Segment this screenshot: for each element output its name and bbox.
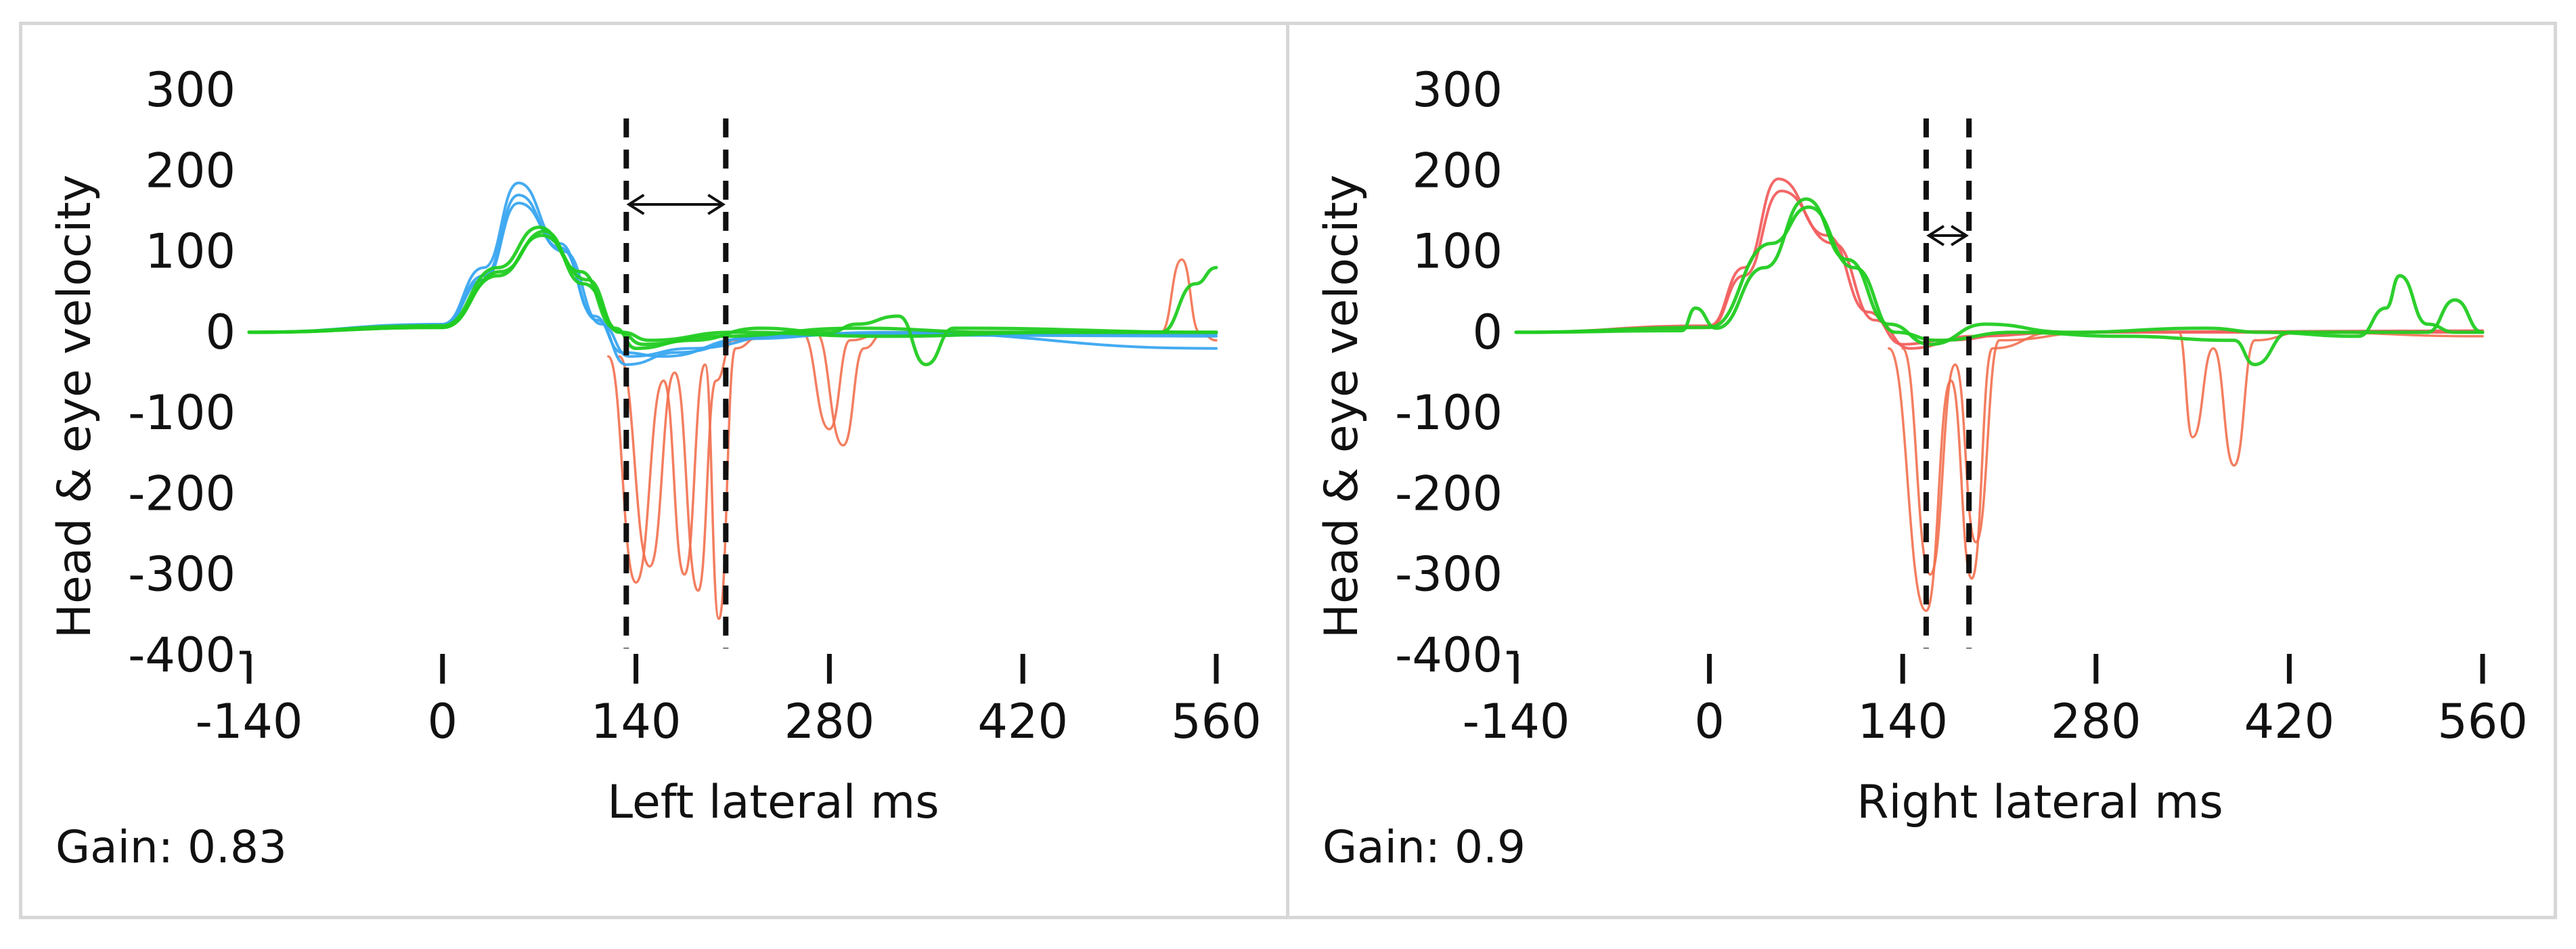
y-tick-label: 200 [1412, 143, 1503, 198]
right-lateral-panel [1286, 22, 2557, 919]
y-tick-label: -200 [128, 466, 236, 521]
x-tick-label: 140 [591, 694, 682, 749]
y-tick-label: 300 [1412, 62, 1503, 118]
x-tick-label: 140 [1857, 694, 1948, 749]
series-eye-trace [247, 229, 1218, 343]
y-tick-label: -300 [1395, 547, 1503, 602]
interval-arrow-head-left [626, 194, 645, 215]
y-tick-label: 200 [145, 143, 236, 198]
y-tick-label: 0 [205, 305, 236, 360]
x-tick-label: 560 [1171, 694, 1262, 749]
x-tick-label: -140 [1463, 694, 1570, 749]
y-axis-label: Head & eye velocity [1315, 175, 1369, 638]
y-tick-label: -100 [1395, 385, 1503, 441]
y-tick-label: 100 [1412, 224, 1503, 280]
y-axis-label: Head & eye velocity [48, 175, 102, 638]
x-axis-label: Left lateral ms [607, 776, 939, 829]
interval-arrow-head-left [1926, 225, 1945, 246]
x-tick-label: 280 [2051, 694, 2141, 749]
y-tick-label: -400 [128, 627, 236, 683]
x-tick-label: 0 [428, 694, 458, 749]
y-tick-label: 100 [145, 224, 236, 280]
y-tick-label: -300 [128, 547, 236, 602]
series-eye-trace [1514, 197, 2485, 347]
left-lateral-panel [19, 22, 1291, 919]
y-tick-label: 300 [145, 62, 236, 118]
y-tick-label: -100 [128, 385, 236, 441]
x-tick-label: -140 [196, 694, 303, 749]
series-saccade-trace [1888, 331, 2484, 613]
interval-arrow-head-right [707, 194, 726, 215]
gain-left-label: Gain: 0.83 [55, 821, 287, 873]
interval-arrow-head-right [1951, 225, 1969, 246]
y-tick-label: -400 [1395, 627, 1503, 683]
series-head-trace [1515, 177, 2484, 346]
series-head-trace [248, 194, 1218, 366]
series-eye-trace [1514, 205, 2485, 367]
x-tick-label: 0 [1694, 694, 1725, 749]
chart-1: 300 200 100 0 -100 -200 -300 -400 Head & eye vel… [1315, 62, 2528, 829]
series-saccade-trace [607, 258, 1218, 621]
x-tick-label: 420 [2244, 694, 2335, 749]
x-tick-label: 280 [784, 694, 875, 749]
series-saccade-trace [618, 331, 1218, 592]
x-tick-label: 420 [977, 694, 1068, 749]
gain-right-label: Gain: 0.9 [1323, 821, 1526, 873]
series-saccade-trace [1901, 331, 2484, 576]
y-tick-label: -200 [1395, 466, 1503, 521]
x-tick-label: 560 [2437, 694, 2528, 749]
chart-0: 300 200 100 0 -100 -200 -300 -400 Head & eye vel… [48, 62, 1262, 829]
x-axis-label: Right lateral ms [1857, 776, 2223, 829]
y-tick-label: 0 [1472, 305, 1503, 360]
